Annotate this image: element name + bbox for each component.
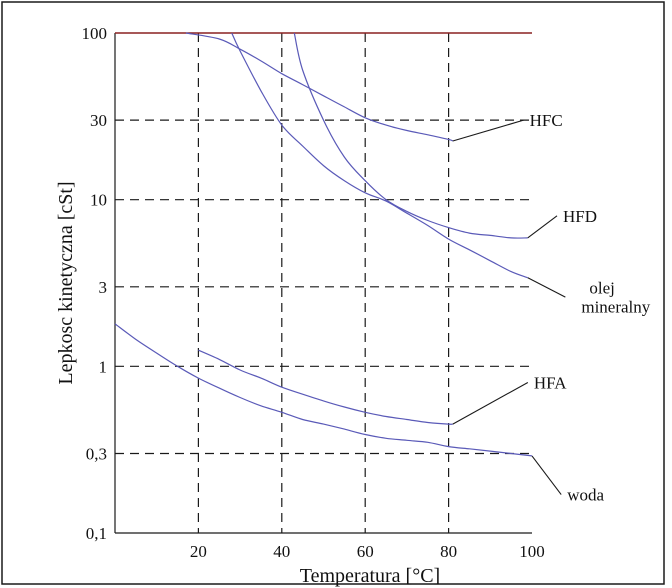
series-label-hfd: HFD — [563, 207, 597, 226]
leader-line-hfc — [452, 119, 524, 142]
x-tick-label: 20 — [190, 542, 207, 561]
series-label-olej-mineralny: olej mineralny — [581, 279, 650, 317]
y-axis-label: Lepkosc kinetyczna [cSt] — [55, 181, 77, 384]
series-line-hfc — [185, 32, 454, 142]
y-tick-label: 0,1 — [86, 524, 107, 543]
x-tick-label: 60 — [357, 542, 374, 561]
x-tick-label: 40 — [273, 542, 290, 561]
leader-line-hfa — [452, 382, 529, 425]
axes-layer — [114, 32, 532, 534]
y-tick-label: 100 — [82, 24, 108, 43]
leader-line-hfd — [527, 215, 558, 239]
y-tick-label: 30 — [90, 111, 107, 130]
series-line-hfd — [293, 32, 528, 239]
series-line-hfa — [198, 349, 453, 425]
leader-line-woda — [531, 455, 562, 495]
x-tick-label: 100 — [519, 542, 545, 561]
leader-line-olej-mineralny — [527, 277, 566, 298]
x-tick-label: 80 — [440, 542, 457, 561]
grid-layer — [115, 33, 532, 533]
series-line-woda — [114, 323, 533, 457]
series-label-woda: woda — [567, 486, 604, 505]
y-tick-label: 3 — [99, 278, 108, 297]
tick-labels: 20 40 60 80 100 0,1 0,3 1 3 10 30 100 — [82, 24, 545, 561]
y-tick-label: 1 — [99, 357, 108, 376]
y-tick-label: 0,3 — [86, 444, 107, 463]
x-axis-label: Temperatura [°C] — [300, 565, 440, 587]
series-line-olej-mineralny — [231, 32, 529, 279]
series-label-hfa: HFA — [534, 373, 567, 392]
series-label-hfc: HFC — [530, 111, 563, 130]
series-layer: HFC HFD olej mineralny HFA woda — [114, 32, 651, 505]
y-tick-label: 10 — [90, 191, 107, 210]
